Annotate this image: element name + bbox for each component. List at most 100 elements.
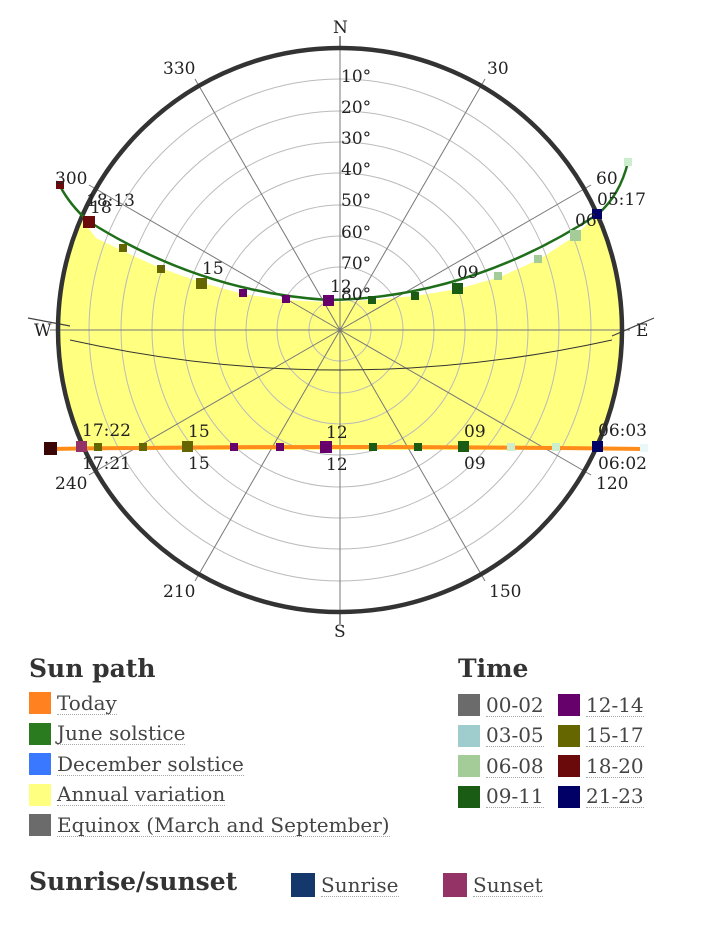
june-marker-1813 bbox=[83, 216, 95, 228]
elevation-10: 10° bbox=[341, 67, 371, 87]
azimuth-spokes bbox=[50, 40, 630, 620]
june-marker bbox=[411, 292, 419, 300]
sunrise-legend-item[interactable]: Sunrise bbox=[291, 873, 399, 897]
legend-label: June solstice bbox=[57, 721, 186, 746]
azimuth-240: 240 bbox=[55, 474, 87, 494]
june-hour-markers bbox=[56, 158, 632, 306]
time-label: 00-02 bbox=[486, 692, 544, 717]
today-swatch bbox=[29, 692, 51, 715]
june-label-06: 06 bbox=[575, 211, 597, 231]
equinox-sunrise-time: 06:02 bbox=[598, 454, 647, 474]
sun-path-legend-title: Sun path bbox=[29, 654, 156, 683]
elevation-50: 50° bbox=[341, 191, 371, 211]
time-legend: 00-02 03-05 06-08 09-11 12-14 15-17 18-2… bbox=[458, 690, 688, 812]
legend-item-june-solstice[interactable]: June solstice bbox=[29, 719, 390, 750]
time-item-09-11[interactable]: 09-11 bbox=[458, 782, 558, 813]
legend-label: Equinox (March and September) bbox=[57, 812, 390, 837]
equinox-label-15: 15 bbox=[188, 454, 210, 474]
time-legend-title: Time bbox=[458, 654, 529, 683]
time-item-18-20[interactable]: 18-20 bbox=[558, 751, 658, 782]
today-label-09: 09 bbox=[464, 422, 486, 442]
time-legend-column: 00-02 03-05 06-08 09-11 bbox=[458, 690, 558, 812]
time-item-12-14[interactable]: 12-14 bbox=[558, 690, 658, 721]
elevation-40: 40° bbox=[341, 160, 371, 180]
azimuth-150: 150 bbox=[489, 582, 521, 602]
elevation-70: 70° bbox=[341, 254, 371, 274]
today-marker-1722 bbox=[76, 441, 87, 452]
today-marker-15 bbox=[182, 441, 193, 452]
june-solstice-swatch bbox=[29, 722, 51, 745]
sunset-label: Sunset bbox=[473, 872, 543, 897]
compass-labels: N S E W bbox=[34, 18, 648, 642]
june-marker bbox=[534, 255, 542, 263]
june-marker bbox=[56, 181, 64, 189]
june-marker bbox=[157, 265, 165, 273]
today-hour-markers bbox=[44, 441, 648, 455]
december-solstice-path bbox=[69, 339, 613, 371]
legend-item-equinox[interactable]: Equinox (March and September) bbox=[29, 810, 390, 841]
time-item-15-17[interactable]: 15-17 bbox=[558, 721, 658, 752]
june-marker-12 bbox=[323, 295, 334, 306]
legend-item-annual-variation[interactable]: Annual variation bbox=[29, 780, 390, 811]
today-path bbox=[47, 445, 649, 451]
june-marker bbox=[119, 244, 127, 252]
compass-south: S bbox=[334, 622, 346, 642]
today-marker bbox=[94, 443, 102, 451]
equinox-sunset-time: 17:21 bbox=[82, 454, 131, 474]
sunrise-sunset-title: Sunrise/sunset bbox=[29, 867, 238, 896]
time-swatch bbox=[458, 724, 480, 747]
today-label-15: 15 bbox=[188, 422, 210, 442]
time-swatch bbox=[558, 755, 580, 778]
elevation-80: 80° bbox=[341, 285, 371, 305]
time-item-03-05[interactable]: 03-05 bbox=[458, 721, 558, 752]
time-legend-column: 12-14 15-17 18-20 21-23 bbox=[558, 690, 658, 812]
time-label: 06-08 bbox=[486, 753, 544, 778]
today-marker bbox=[44, 442, 57, 455]
june-marker bbox=[282, 295, 290, 303]
annual-variation-swatch bbox=[29, 783, 51, 806]
equinox-path-labels: 17:21 15 12 09 06:02 bbox=[82, 454, 647, 475]
equinox-label-09: 09 bbox=[464, 454, 486, 474]
june-sunset-time: 18:13 bbox=[86, 191, 135, 211]
compass-west: W bbox=[34, 321, 52, 341]
compass-east: E bbox=[636, 321, 648, 341]
time-label: 03-05 bbox=[486, 723, 544, 748]
time-swatch bbox=[458, 755, 480, 778]
azimuth-330: 330 bbox=[163, 59, 195, 79]
legend-item-today[interactable]: Today bbox=[29, 688, 390, 719]
today-marker bbox=[276, 443, 284, 451]
legend-label: Annual variation bbox=[57, 782, 226, 807]
legend-item-december-solstice[interactable]: December solstice bbox=[29, 749, 390, 780]
today-marker bbox=[414, 443, 422, 451]
june-marker bbox=[624, 158, 632, 166]
time-item-21-23[interactable]: 21-23 bbox=[558, 782, 658, 813]
today-label-12: 12 bbox=[326, 423, 348, 443]
june-marker-15 bbox=[196, 278, 207, 289]
today-marker bbox=[369, 443, 377, 451]
equinox-label-12: 12 bbox=[326, 455, 348, 475]
equinox-swatch bbox=[29, 814, 51, 837]
time-label: 15-17 bbox=[586, 723, 644, 748]
june-marker-06 bbox=[570, 230, 581, 241]
horizon-circle bbox=[55, 45, 625, 615]
today-marker-12 bbox=[320, 441, 332, 453]
time-item-00-02[interactable]: 00-02 bbox=[458, 690, 558, 721]
legend-label: Today bbox=[57, 690, 117, 715]
today-marker-0603 bbox=[592, 441, 603, 452]
azimuth-labels: 30 60 120 150 210 240 300 330 bbox=[55, 59, 628, 602]
time-swatch bbox=[558, 724, 580, 747]
june-marker bbox=[494, 272, 502, 280]
june-marker-09 bbox=[452, 283, 463, 294]
june-sunrise-time: 05:17 bbox=[597, 190, 646, 210]
time-label: 12-14 bbox=[586, 692, 644, 717]
today-marker-09 bbox=[458, 441, 469, 452]
sun-path-diagram: N S E W 30 60 120 150 210 240 300 330 10… bbox=[27, 18, 655, 642]
june-label-09: 09 bbox=[457, 263, 479, 283]
december-solstice-swatch bbox=[29, 753, 51, 776]
today-marker bbox=[552, 443, 560, 451]
sunset-swatch bbox=[443, 873, 467, 897]
sunset-legend-item[interactable]: Sunset bbox=[443, 873, 543, 897]
sun-path-legend: Today June solstice December solstice An… bbox=[29, 688, 390, 841]
time-item-06-08[interactable]: 06-08 bbox=[458, 751, 558, 782]
compass-north: N bbox=[333, 18, 348, 38]
